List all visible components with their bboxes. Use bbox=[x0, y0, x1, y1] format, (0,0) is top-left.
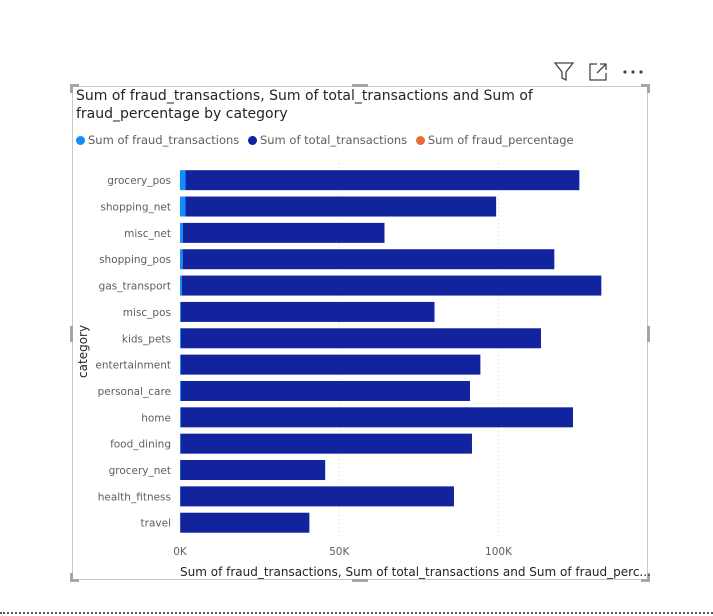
more-options-icon[interactable] bbox=[620, 60, 646, 84]
resize-handle-bottom[interactable] bbox=[352, 579, 368, 582]
visual-container[interactable] bbox=[72, 86, 648, 580]
legend-label-fraud-percentage: Sum of fraud_percentage bbox=[427, 133, 574, 147]
resize-handle-top-right[interactable] bbox=[641, 84, 650, 87]
resize-handle-top-left-v[interactable] bbox=[70, 84, 73, 93]
chart-title: Sum of fraud_transactions, Sum of total_… bbox=[76, 88, 533, 122]
legend-item-fraud-percentage[interactable]: Sum of fraud_percentage bbox=[415, 133, 574, 147]
chart-legend: Sum of fraud_transactions Sum of total_t… bbox=[76, 133, 579, 149]
resize-handle-bottom-left-v[interactable] bbox=[70, 573, 73, 582]
visual-header-toolbar bbox=[550, 60, 650, 84]
legend-marker-total-transactions bbox=[247, 136, 257, 145]
legend-item-fraud-transactions[interactable]: Sum of fraud_transactions bbox=[76, 133, 239, 147]
legend-marker-fraud-transactions bbox=[76, 136, 85, 145]
legend-marker-fraud-percentage bbox=[415, 136, 425, 145]
legend-item-total-transactions[interactable]: Sum of total_transactions bbox=[247, 133, 408, 147]
filter-icon[interactable] bbox=[552, 60, 576, 84]
page-divider bbox=[0, 612, 713, 614]
focus-mode-icon-glyph bbox=[589, 63, 607, 81]
focus-mode-icon[interactable] bbox=[586, 60, 610, 84]
legend-label-total-transactions: Sum of total_transactions bbox=[259, 133, 408, 147]
more-options-icon-glyph bbox=[623, 70, 643, 74]
resize-handle-top[interactable] bbox=[352, 84, 368, 87]
resize-handle-right[interactable] bbox=[647, 326, 650, 342]
resize-handle-bottom-right-v[interactable] bbox=[647, 573, 650, 582]
resize-handle-bottom-left[interactable] bbox=[70, 579, 79, 582]
resize-handle-left[interactable] bbox=[70, 326, 73, 342]
resize-handle-bottom-right[interactable] bbox=[641, 579, 650, 582]
resize-handle-top-left[interactable] bbox=[70, 84, 79, 87]
resize-handle-top-right-v[interactable] bbox=[647, 84, 650, 93]
filter-icon-glyph bbox=[553, 62, 575, 82]
legend-label-fraud-transactions: Sum of fraud_transactions bbox=[88, 133, 240, 147]
